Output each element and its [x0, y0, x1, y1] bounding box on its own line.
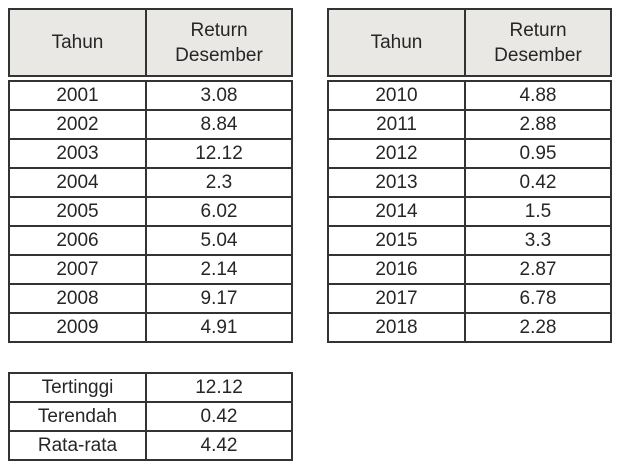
table-row: 2008 9.17	[10, 285, 291, 314]
table-row: Rata-rata 4.42	[10, 432, 291, 459]
table-header: Tahun Return Desember	[8, 8, 293, 77]
table-cell: 2017	[375, 287, 418, 309]
table-row: 2006 5.04	[10, 227, 291, 256]
table-cell: 2.28	[464, 314, 610, 341]
table-cell: 4.88	[464, 82, 610, 109]
table-cell: 2014	[375, 200, 418, 222]
table-row: 2004 2.3	[10, 169, 291, 198]
table-cell: 4.91	[145, 314, 291, 341]
table-cell: 2008	[56, 287, 99, 309]
table-cell: 2006	[56, 229, 99, 251]
table-returns-2010-2018: Tahun Return Desember 2010 4.88 2011 2.88 20…	[327, 8, 612, 343]
table-cell: 2009	[56, 316, 99, 338]
table-cell: 4.42	[145, 432, 291, 459]
table-row: 2010 4.88	[329, 82, 610, 111]
table-row: Tertinggi 12.12	[10, 374, 291, 403]
table-cell: 12.12	[145, 140, 291, 167]
table-cell: 2.14	[145, 256, 291, 283]
table-cell: 0.42	[464, 169, 610, 196]
column-header-return-desember: Return Desember	[145, 10, 291, 75]
table-cell: 2003	[56, 142, 99, 164]
table-summary-statistics: Tertinggi 12.12 Terendah 0.42 Rata-rata 4.42	[8, 372, 293, 461]
table-cell: 2005	[56, 200, 99, 222]
table-cell: 2010	[375, 84, 418, 106]
table-row: 2017 6.78	[329, 285, 610, 314]
table-cell: 2.3	[145, 169, 291, 196]
table-row: 2009 4.91	[10, 314, 291, 341]
table-header: Tahun Return Desember	[327, 8, 612, 77]
table-cell: Terendah	[37, 405, 118, 427]
table-row: 2002 8.84	[10, 111, 291, 140]
table-cell: Rata-rata	[37, 434, 118, 456]
table-row: 2001 3.08	[10, 82, 291, 111]
table-cell: 2.88	[464, 111, 610, 138]
table-row: 2012 0.95	[329, 140, 610, 169]
table-returns-2001-2009: Tahun Return Desember 2001 3.08 2002 8.84 20…	[8, 8, 293, 343]
table-row: 2013 0.42	[329, 169, 610, 198]
table-cell: 1.5	[464, 198, 610, 225]
table-row: 2003 12.12	[10, 140, 291, 169]
table-body: 2010 4.88 2011 2.88 2012 0.95 2013 0.42 2014 1.5 2…	[327, 80, 612, 343]
table-cell: 0.42	[145, 403, 291, 430]
table-row: 2007 2.14	[10, 256, 291, 285]
table-body: Tertinggi 12.12 Terendah 0.42 Rata-rata 4.42	[8, 372, 293, 461]
table-row: 2018 2.28	[329, 314, 610, 341]
table-cell: 2001	[56, 84, 99, 106]
table-cell: 0.95	[464, 140, 610, 167]
column-header-tahun: Tahun	[370, 32, 423, 53]
table-cell: 9.17	[145, 285, 291, 312]
table-cell: 5.04	[145, 227, 291, 254]
column-header-tahun: Tahun	[51, 32, 104, 53]
table-cell: 2015	[375, 229, 418, 251]
table-row: 2011 2.88	[329, 111, 610, 140]
table-cell: 12.12	[145, 374, 291, 401]
table-cell: 6.02	[145, 198, 291, 225]
table-cell: 2.87	[464, 256, 610, 283]
table-cell: 8.84	[145, 111, 291, 138]
table-cell: 2007	[56, 258, 99, 280]
table-row: 2005 6.02	[10, 198, 291, 227]
table-cell: 2002	[56, 113, 99, 135]
table-cell: 2018	[375, 316, 418, 338]
table-cell: 2016	[375, 258, 418, 280]
table-row: 2016 2.87	[329, 256, 610, 285]
column-header-return-desember: Return Desember	[464, 10, 610, 75]
table-cell: 3.08	[145, 82, 291, 109]
table-body: 2001 3.08 2002 8.84 2003 12.12 2004 2.3 2005 6.02…	[8, 80, 293, 343]
table-cell: 2011	[376, 113, 417, 135]
table-row: Terendah 0.42	[10, 403, 291, 432]
table-cell: 2004	[56, 171, 99, 193]
table-cell: 2013	[375, 171, 418, 193]
table-cell: 3.3	[464, 227, 610, 254]
table-row: 2014 1.5	[329, 198, 610, 227]
table-row: 2015 3.3	[329, 227, 610, 256]
table-cell: 2012	[375, 142, 418, 164]
table-cell: 6.78	[464, 285, 610, 312]
table-cell: Tertinggi	[41, 376, 114, 398]
